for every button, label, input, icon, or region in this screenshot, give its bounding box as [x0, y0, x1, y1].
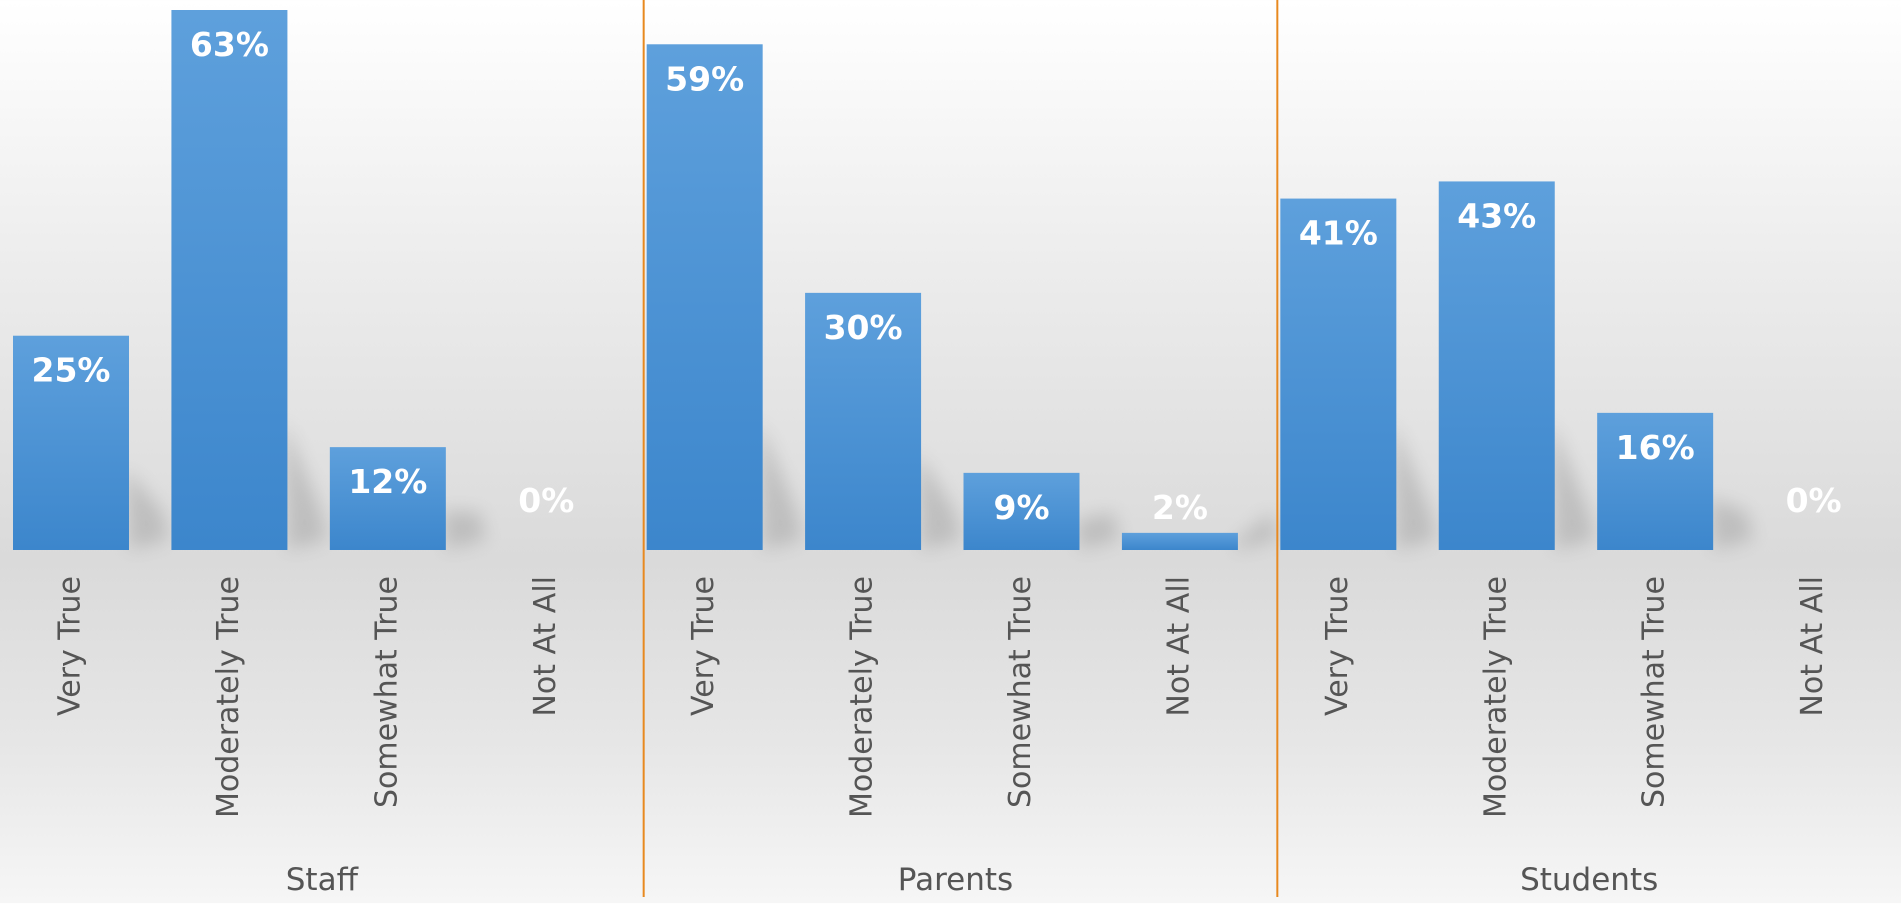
category-label: Somewhat True	[1003, 576, 1038, 808]
category-label: Very True	[686, 576, 721, 716]
group-label: Staff	[286, 862, 359, 898]
data-label: 2%	[1152, 488, 1208, 527]
bar-parents-somewhat-true	[963, 472, 1080, 550]
bar-staff-somewhat-true	[329, 447, 446, 550]
bar-shadow	[125, 468, 169, 550]
bar-students-somewhat-true	[1597, 412, 1714, 550]
bar-shadow	[1233, 512, 1278, 550]
data-label: 9%	[993, 488, 1049, 527]
data-label: 63%	[190, 25, 269, 64]
bar-shadow	[758, 420, 803, 550]
data-label: 41%	[1299, 214, 1378, 253]
data-label: 0%	[1786, 481, 1842, 520]
category-label: Very True	[1320, 576, 1355, 716]
group-label: Students	[1520, 862, 1658, 898]
bars	[13, 10, 1714, 551]
data-label: 12%	[348, 462, 427, 501]
category-label: Not At All	[1795, 576, 1830, 717]
bar-shadow	[1709, 497, 1754, 550]
category-label: Somewhat True	[1637, 576, 1672, 808]
category-label: Not At All	[528, 576, 563, 717]
category-label: Somewhat True	[369, 576, 404, 808]
group-label: Parents	[898, 862, 1013, 898]
data-label: 30%	[824, 308, 903, 347]
bar-shadow	[441, 510, 486, 550]
data-label: 43%	[1457, 196, 1536, 235]
category-label: Moderately True	[1478, 576, 1513, 818]
bar-students-very-true	[1280, 198, 1397, 551]
category-label: Moderately True	[845, 576, 880, 818]
bar-shadow	[1392, 420, 1437, 550]
bar-parents-very-true	[646, 44, 763, 551]
category-label: Moderately True	[211, 576, 246, 818]
category-label: Very True	[53, 576, 88, 716]
data-label: 0%	[518, 481, 574, 520]
bar-staff-moderately-true	[171, 10, 288, 550]
category-label: Not At All	[1161, 576, 1196, 717]
data-label: 16%	[1616, 428, 1695, 467]
data-label: 25%	[32, 351, 111, 390]
bar-shadows	[125, 420, 1754, 550]
data-labels: 25% 63% 12% 0% 59% 30% 9% 2% 41% 43% 16% 0%	[32, 25, 1842, 527]
bar-shadow	[1550, 420, 1595, 550]
bar-parents-moderately-true	[805, 292, 922, 550]
bar-shadow	[917, 452, 962, 550]
bar-shadow	[1075, 512, 1120, 550]
bar-shadow	[283, 420, 328, 550]
bar-parents-not-at-all	[1121, 532, 1238, 550]
bar-staff-very-true	[13, 335, 129, 550]
data-label: 59%	[665, 59, 744, 98]
bar-students-moderately-true	[1438, 181, 1555, 550]
category-axis: Very True Moderately True Somewhat True Not…	[53, 0, 1830, 898]
